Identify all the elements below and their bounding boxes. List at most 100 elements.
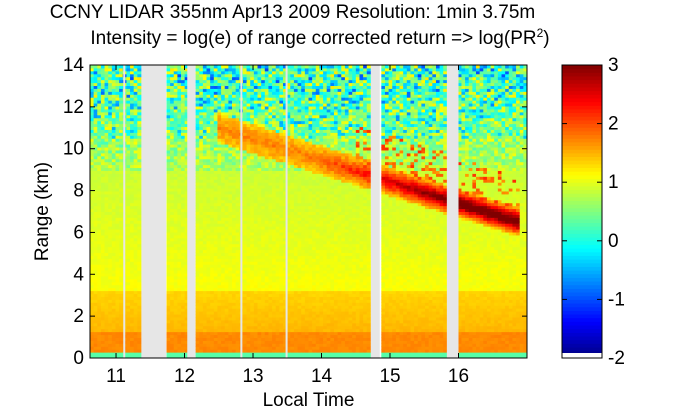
heatmap-cell xyxy=(170,182,175,186)
heatmap-cell xyxy=(242,199,248,204)
heatmap-cell xyxy=(290,355,295,359)
heatmap-cell xyxy=(286,264,291,268)
heatmap-cell xyxy=(253,214,259,218)
heatmap-cell xyxy=(173,220,178,224)
heatmap-cell xyxy=(173,85,178,89)
heatmap-cell xyxy=(301,193,306,198)
heatmap-cell xyxy=(268,97,273,101)
heatmap-cell xyxy=(301,261,306,265)
heatmap-cell xyxy=(268,202,273,207)
heatmap-cell xyxy=(177,264,182,268)
heatmap-cell xyxy=(272,220,277,224)
heatmap-cell xyxy=(250,299,255,303)
heatmap-cell xyxy=(283,138,288,142)
heatmap-cell xyxy=(293,208,299,212)
heatmap-cell xyxy=(111,352,116,356)
heatmap-cell xyxy=(90,132,95,136)
heatmap-cell xyxy=(181,155,186,160)
heatmap-cell xyxy=(199,243,204,248)
heatmap-cell xyxy=(181,65,186,69)
heatmap-cell xyxy=(202,264,208,268)
heatmap-cell xyxy=(90,70,95,75)
heatmap-cell xyxy=(210,264,215,268)
heatmap-cell xyxy=(301,117,306,122)
heatmap-cell xyxy=(119,305,124,309)
heatmap-cell xyxy=(97,258,102,262)
heatmap-cell xyxy=(137,111,142,116)
heatmap-cell xyxy=(166,322,171,327)
heatmap-cell xyxy=(264,211,269,215)
heatmap-cell xyxy=(250,190,255,195)
heatmap-cell xyxy=(264,223,269,227)
heatmap-cell xyxy=(217,88,222,92)
heatmap-cell xyxy=(184,311,189,315)
heatmap-cell xyxy=(133,132,138,136)
heatmap-cell xyxy=(104,65,109,69)
heatmap-cell xyxy=(199,158,204,163)
heatmap-cell xyxy=(206,141,211,145)
heatmap-cell xyxy=(202,132,208,136)
heatmap-cell xyxy=(210,237,215,242)
heatmap-cell xyxy=(108,305,113,309)
heatmap-cell xyxy=(257,328,262,333)
heatmap-cell xyxy=(286,67,291,72)
heatmap-cell xyxy=(221,114,226,119)
heatmap-cell xyxy=(213,73,218,78)
heatmap-cell xyxy=(221,73,226,78)
heatmap-cell xyxy=(224,340,229,344)
heatmap-cell xyxy=(195,296,200,300)
heatmap-cell xyxy=(221,240,226,245)
heatmap-cell xyxy=(137,155,142,160)
heatmap-cell xyxy=(206,246,211,251)
heatmap-cell xyxy=(97,314,102,318)
heatmap-cell xyxy=(264,205,269,210)
heatmap-cell xyxy=(228,188,233,192)
heatmap-cell xyxy=(257,346,262,350)
heatmap-cell xyxy=(253,223,259,227)
heatmap-cell xyxy=(290,173,295,177)
heatmap-cell xyxy=(283,223,288,227)
heatmap-cell xyxy=(228,135,233,139)
heatmap-cell xyxy=(206,232,211,236)
heatmap-cell xyxy=(210,196,215,201)
heatmap-cell xyxy=(130,237,135,242)
heatmap-cell xyxy=(297,91,302,95)
heatmap-cell xyxy=(250,232,255,236)
heatmap-cell xyxy=(199,70,204,75)
heatmap-cell xyxy=(272,258,277,262)
heatmap-cell xyxy=(272,319,277,324)
heatmap-cell xyxy=(166,97,171,101)
heatmap-cell xyxy=(293,149,299,154)
heatmap-cell xyxy=(97,176,102,180)
heatmap-cell xyxy=(119,138,124,142)
heatmap-cell xyxy=(261,293,266,297)
heatmap-cell xyxy=(108,85,113,89)
heatmap-cell xyxy=(224,217,229,221)
heatmap-cell xyxy=(224,237,229,242)
heatmap-cell xyxy=(272,67,277,72)
heatmap-cell xyxy=(126,149,131,154)
heatmap-cell xyxy=(286,246,291,251)
heatmap-cell xyxy=(286,161,291,166)
heatmap-cell xyxy=(261,152,266,157)
heatmap-cell xyxy=(115,111,120,116)
heatmap-cell xyxy=(301,108,306,113)
heatmap-cell xyxy=(166,328,171,333)
heatmap-cell xyxy=(232,308,237,312)
heatmap-cell xyxy=(261,129,266,133)
heatmap-cell xyxy=(90,352,95,356)
heatmap-cell xyxy=(195,325,200,330)
heatmap-cell xyxy=(286,108,291,113)
heatmap-cell xyxy=(250,337,255,341)
heatmap-cell xyxy=(166,132,171,136)
heatmap-cell xyxy=(224,284,229,289)
heatmap-cell xyxy=(293,188,299,192)
heatmap-cell xyxy=(235,147,240,151)
heatmap-cell xyxy=(279,123,284,128)
heatmap-cell xyxy=(137,305,142,309)
heatmap-cell xyxy=(228,299,233,303)
heatmap-cell xyxy=(166,229,171,233)
heatmap-cell xyxy=(242,240,248,245)
heatmap-cell xyxy=(184,106,189,110)
heatmap-cell xyxy=(173,258,178,262)
